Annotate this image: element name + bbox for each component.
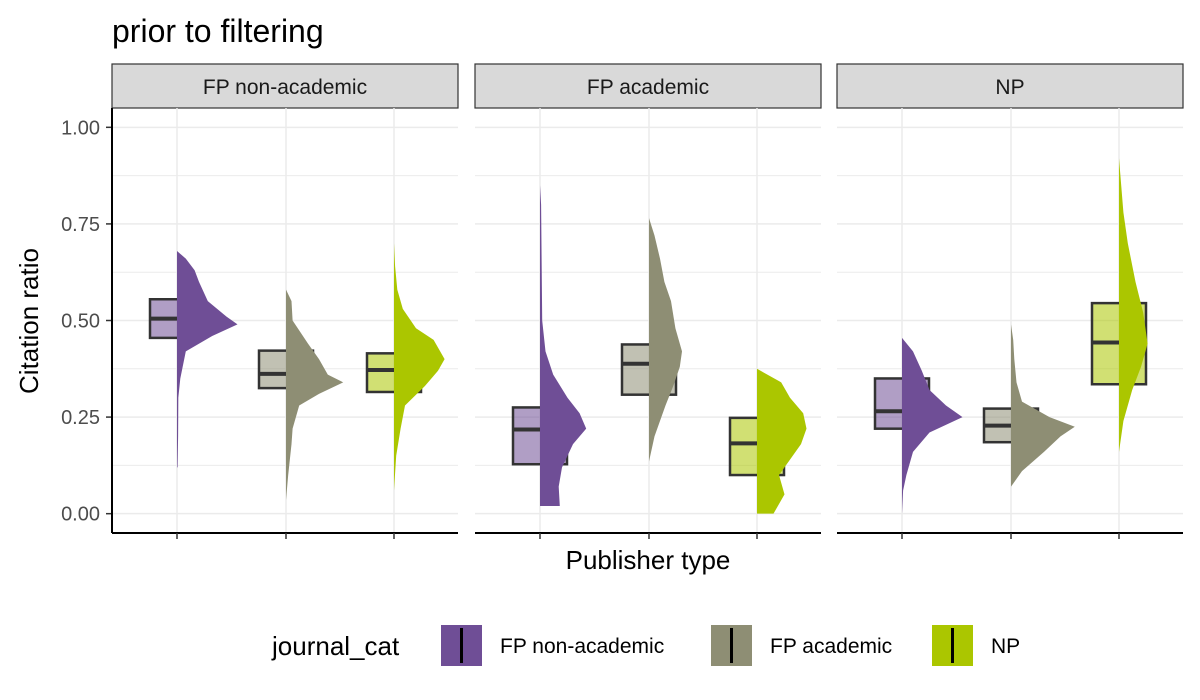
density-fp-academic (1011, 324, 1075, 487)
facet-strip-label: FP academic (587, 76, 709, 99)
facet-strip (836, 63, 1184, 109)
facet-strip-label: NP (995, 76, 1024, 99)
legend-label: FP non-academic (500, 635, 664, 658)
y-tick-label: 0.25 (61, 407, 100, 429)
facet-panel: FP academic (474, 63, 822, 539)
y-tick-label: 0.00 (61, 504, 100, 526)
legend-title: journal_cat (271, 631, 400, 661)
density-fp-non-academic (177, 250, 238, 468)
density-np (1119, 158, 1148, 452)
facet-strip (474, 63, 822, 109)
y-axis-title: Citation ratio (14, 248, 44, 394)
plot-layer: 0.00 0.25 0.50 0.75 1.00 FP non-academic FP ac… (61, 63, 1184, 539)
legend: journal_cat FP non-academic FP academic NP (271, 625, 1020, 666)
facet-strip (111, 63, 459, 109)
y-tick-label: 0.75 (61, 214, 100, 236)
y-tick-label: 0.50 (61, 311, 100, 333)
legend-label: FP academic (770, 635, 892, 658)
density-fp-academic (649, 218, 682, 462)
facet-panel: FP non-academic (111, 63, 459, 539)
density-np (394, 243, 445, 491)
density-fp-academic (286, 289, 344, 501)
density-fp-non-academic (540, 185, 587, 506)
density-fp-non-academic (902, 337, 963, 514)
chart-title: prior to filtering (112, 13, 324, 49)
facet-panel: NP (836, 63, 1184, 539)
facet-strip-label: FP non-academic (203, 76, 367, 99)
x-axis-title: Publisher type (566, 545, 731, 575)
legend-label: NP (991, 635, 1020, 658)
density-np (757, 368, 807, 514)
y-tick-label: 1.00 (61, 117, 100, 139)
